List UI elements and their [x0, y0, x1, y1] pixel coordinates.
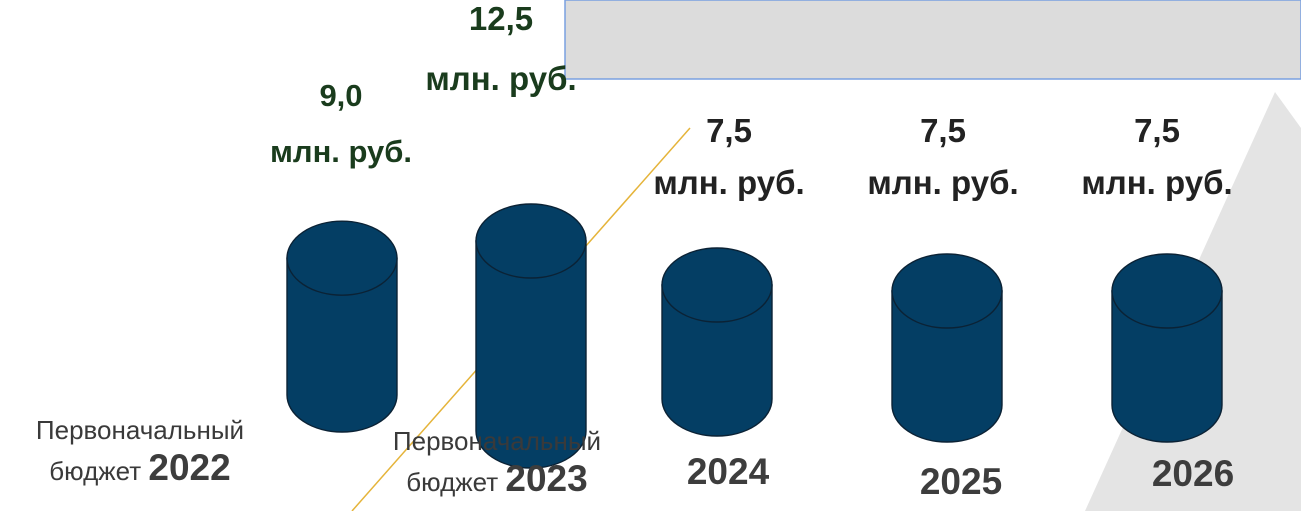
bar-2026	[1111, 253, 1223, 443]
bar-2022	[286, 220, 398, 433]
value-number: 7,5	[706, 112, 752, 149]
x-tick-label: 2026	[1063, 452, 1301, 496]
value-label: 7,5 млн. руб.	[833, 112, 1053, 203]
x-tick-year: 2025	[919, 461, 1003, 502]
value-number: 9,0	[319, 78, 363, 113]
bar-top-cap	[661, 247, 773, 323]
value-unit: млн. руб.	[653, 163, 805, 201]
x-tick-main: 2025	[831, 460, 1091, 504]
x-tick-prefix: Первоначальный	[392, 426, 602, 456]
bar-body	[891, 290, 1003, 443]
value-unit: млн. руб.	[269, 133, 413, 169]
x-tick-label: 2024	[598, 450, 858, 494]
value-label: 12,5 млн. руб.	[391, 0, 611, 99]
value-label: 7,5 млн. руб.	[1047, 112, 1267, 203]
x-tick-prefix: Первоначальный	[35, 415, 245, 445]
value-unit: млн. руб.	[1081, 163, 1233, 201]
x-tick-label: 2025	[831, 460, 1091, 504]
bar-body	[475, 240, 587, 469]
value-unit: млн. руб.	[867, 163, 1019, 201]
value-number: 7,5	[920, 112, 966, 149]
x-tick-main: 2026	[1063, 452, 1301, 496]
x-tick-year: 2026	[1151, 453, 1235, 494]
x-tick-year: 2023	[505, 458, 588, 500]
top-banner-panel	[564, 0, 1301, 80]
bar-top-cap	[1111, 253, 1223, 329]
bar-2024	[661, 247, 773, 437]
bar-body	[286, 257, 398, 433]
x-tick-main: бюджет 2023	[367, 457, 627, 501]
x-tick-year: 2022	[148, 447, 231, 489]
value-unit: млн. руб.	[425, 59, 577, 97]
bar-body	[1111, 290, 1223, 443]
value-number: 12,5	[468, 0, 534, 37]
bar-top-cap	[475, 203, 587, 279]
bar-2025	[891, 253, 1003, 443]
bar-2023	[475, 203, 587, 469]
value-label: 9,0 млн. руб.	[231, 78, 451, 171]
value-number: 7,5	[1134, 112, 1180, 149]
bar-top-cap	[286, 220, 398, 296]
x-tick-label: Первоначальный бюджет 2022	[10, 415, 270, 491]
x-tick-main: бюджет 2022	[10, 446, 270, 490]
x-tick-budget-word: бюджет	[49, 456, 149, 487]
bar-top-cap	[891, 253, 1003, 329]
x-tick-main: 2024	[598, 450, 858, 494]
x-tick-budget-word: бюджет	[406, 467, 506, 498]
bars-group	[286, 203, 1223, 469]
value-label: 7,5 млн. руб.	[619, 112, 839, 203]
bar-body	[661, 284, 773, 437]
x-tick-year: 2024	[686, 451, 770, 492]
x-tick-label: Первоначальный бюджет 2023	[367, 426, 627, 502]
